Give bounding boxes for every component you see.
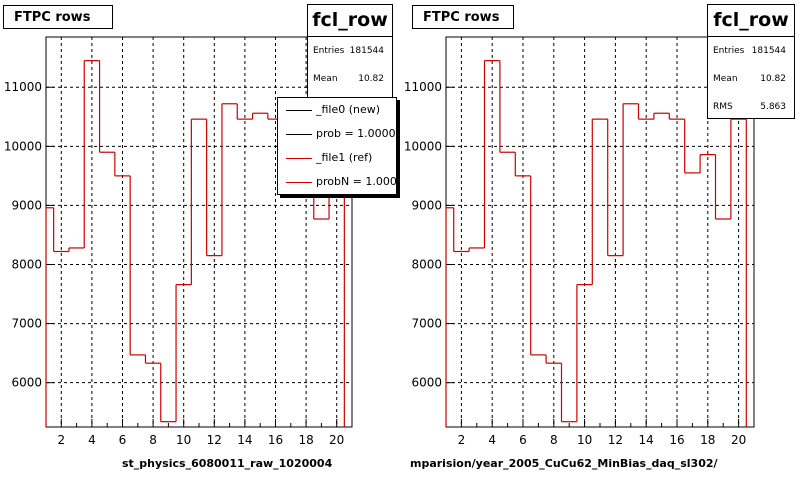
right-stats-entries-value: 181544: [751, 46, 786, 56]
x-tick-label: 16: [268, 433, 283, 447]
right-pad: 2 4 6 8 10 12 14 16 18 20 6000 7000 8000 9000 10000 110…: [400, 0, 800, 480]
right-stats-entries: Entries 181544: [708, 37, 794, 65]
x-tick-label: 8: [149, 433, 157, 447]
histogram-series: [445, 60, 747, 427]
legend-label: probN = 1.000000: [316, 175, 396, 188]
right-stats-box: fcl_row Entries 181544 Mean 10.82 RMS 5.…: [707, 4, 795, 119]
x-tick-label: 4: [488, 433, 496, 447]
x-tick-label: 12: [207, 433, 222, 447]
left-stats-entries-label: Entries: [313, 46, 345, 56]
left-x-axis-title: st_physics_6080011_raw_1020004: [122, 457, 333, 470]
x-tick-label: 10: [176, 433, 191, 447]
legend-line-icon: [286, 134, 312, 135]
left-stats-mean-label: Mean: [313, 74, 338, 84]
legend-label: prob = 1.000000: [316, 127, 396, 140]
x-tick-label: 8: [550, 433, 558, 447]
y-tick-label: 6000: [411, 376, 442, 390]
right-stats-name: fcl_row: [708, 5, 794, 37]
legend-line-icon: [286, 158, 312, 159]
y-tick-label: 10000: [4, 139, 42, 153]
right-stats-rms: RMS 5.863: [708, 93, 794, 121]
x-tick-label: 6: [119, 433, 127, 447]
left-pad-title: FTPC rows: [3, 5, 113, 29]
legend-line-icon: [286, 182, 312, 183]
y-tick-label: 7000: [11, 317, 42, 331]
x-tick-label: 12: [608, 433, 623, 447]
right-stats-entries-label: Entries: [713, 46, 745, 56]
legend-label: _file0 (new): [316, 103, 381, 116]
histogram-series: [45, 60, 345, 427]
x-tick-label: 4: [88, 433, 96, 447]
right-histogram-chart: 2 4 6 8 10 12 14 16 18 20 6000 7000 8000 9000 10000 110…: [404, 36, 755, 447]
y-tick-label: 7000: [411, 317, 442, 331]
legend-entry-probn: probN = 1.000000: [278, 170, 396, 194]
x-tick-label: 10: [577, 433, 592, 447]
x-tick-label: 18: [298, 433, 313, 447]
right-stats-rms-value: 5.863: [760, 102, 786, 112]
x-tick-label: 16: [669, 433, 684, 447]
x-tick-label: 2: [458, 433, 466, 447]
y-tick-label: 10000: [404, 139, 442, 153]
x-tick-label: 20: [731, 433, 746, 447]
left-legend: _file0 (new) prob = 1.000000 _file1 (ref…: [277, 97, 397, 195]
legend-entry-prob: prob = 1.000000: [278, 122, 396, 146]
x-tick-label: 18: [700, 433, 715, 447]
plot-frame: [445, 36, 755, 428]
left-stats-mean-value: 10.82: [358, 74, 384, 84]
right-stats-mean-label: Mean: [713, 74, 738, 84]
x-tick-label: 14: [639, 433, 654, 447]
y-tick-label: 6000: [11, 376, 42, 390]
y-tick-label: 11000: [404, 80, 442, 94]
right-pad-title: FTPC rows: [412, 5, 514, 29]
y-tick-label: 8000: [11, 258, 42, 272]
legend-entry-file1: _file1 (ref): [278, 146, 396, 170]
y-tick-label: 8000: [411, 258, 442, 272]
legend-label: _file1 (ref): [316, 151, 373, 164]
y-tick-label: 11000: [4, 80, 42, 94]
right-stats-mean-value: 10.82: [760, 74, 786, 84]
x-tick-label: 6: [519, 433, 527, 447]
legend-entry-file0: _file0 (new): [278, 98, 396, 122]
legend-line-icon: [286, 110, 312, 111]
right-stats-rms-label: RMS: [713, 102, 733, 112]
y-tick-label: 9000: [411, 198, 442, 212]
left-stats-name: fcl_row: [308, 5, 392, 37]
left-pad: 2 4 6 8 10 12 14 16 18 20 6000 7000 8000 9000 10000 110…: [3, 4, 397, 470]
x-tick-label: 20: [329, 433, 344, 447]
left-stats-entries: Entries 181544: [308, 37, 392, 65]
x-tick-label: 14: [237, 433, 252, 447]
right-stats-mean: Mean 10.82: [708, 65, 794, 93]
x-tick-label: 2: [57, 433, 65, 447]
left-stats-mean: Mean 10.82: [308, 65, 392, 93]
y-tick-label: 9000: [11, 198, 42, 212]
left-stats-box: fcl_row Entries 181544 Mean 10.82: [307, 4, 393, 98]
right-x-axis-title: mparision/year_2005_CuCu62_MinBias_daq_s…: [410, 457, 718, 470]
left-stats-entries-value: 181544: [349, 46, 384, 56]
